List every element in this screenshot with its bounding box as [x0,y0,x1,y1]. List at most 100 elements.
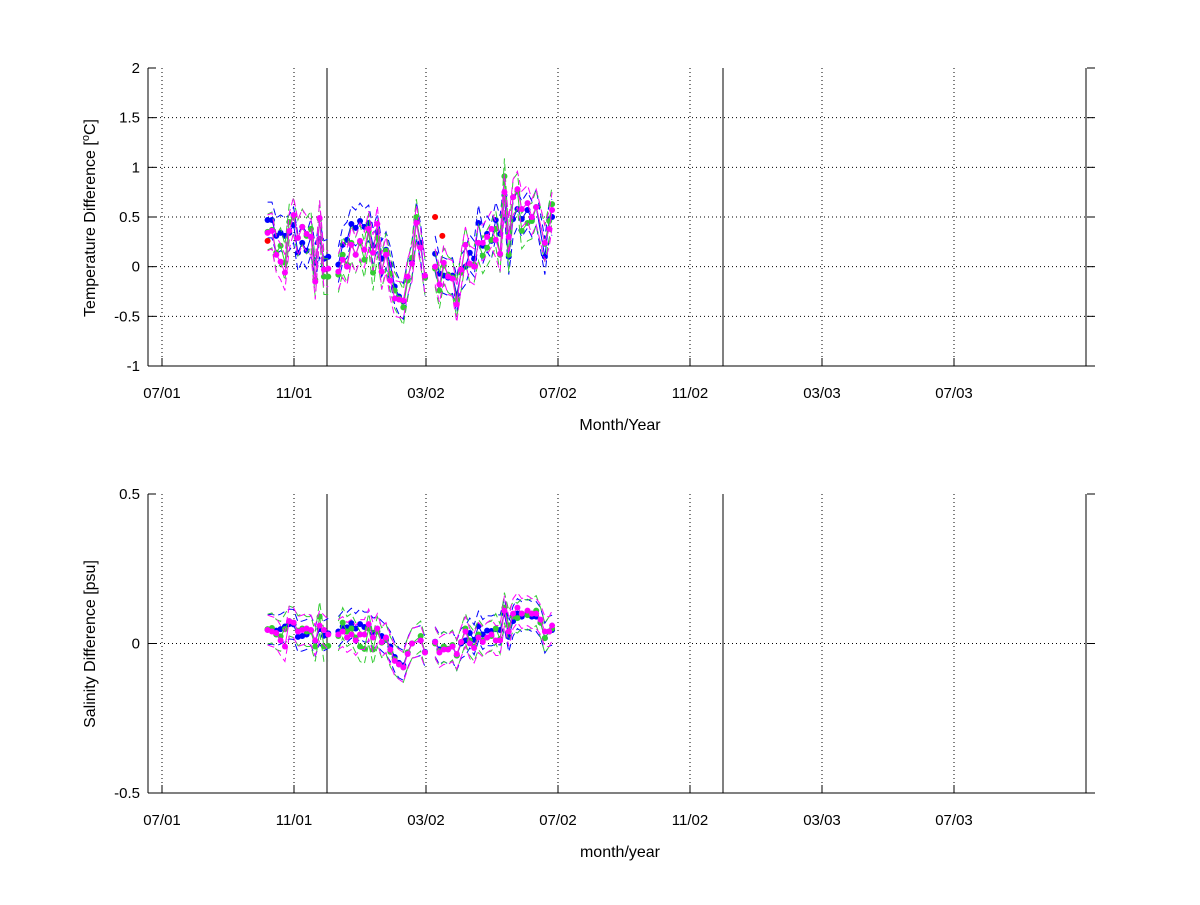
y-tick-label: 2 [132,60,140,77]
x-tick-label: 11/01 [276,812,312,829]
data-point [466,640,473,647]
series-envelope-upper [267,201,329,245]
y-tick-label: 0.5 [119,486,140,503]
series-envelope-lower [434,627,553,672]
series-envelope-upper [337,204,426,284]
data-point [387,646,394,653]
data-point [325,273,332,280]
temperature-panel: Temperature Difference [oC] Month/Year -… [80,60,1095,434]
temperature-ylabel-main: Temperature Difference [ [82,141,99,317]
data-point [497,250,504,257]
data-point [299,223,306,230]
data-point [479,239,486,246]
data-point [514,186,521,193]
data-point [348,620,355,627]
data-point [518,206,525,213]
series-envelope-lower [434,212,553,313]
data-point [524,200,531,207]
y-tick-label: -1 [127,358,140,375]
data-point [484,634,491,641]
data-point [370,249,377,256]
grid [148,68,1095,366]
grid [148,494,1095,793]
data-point [449,643,456,650]
data-point [514,610,521,617]
y-tick-label: 1.5 [119,110,140,127]
data-point [453,650,460,657]
data-point [268,227,275,234]
data-point [387,277,394,284]
x-tick-label: 03/03 [803,812,841,829]
data-point [383,251,390,258]
data-point [432,639,439,646]
salinity-panel: Salinity Difference [psu] month/year -0.… [82,486,1095,861]
data-point [365,225,372,232]
data-point [339,628,346,635]
series-envelope-lower [338,637,426,684]
temperature-ylabel-end: C] [82,119,99,135]
data-point [409,254,416,261]
data-point [492,637,499,644]
data-point [400,297,407,304]
data-point [312,278,319,285]
data-point [458,639,465,646]
x-tick-label: 07/01 [143,385,181,402]
data-point [488,236,495,243]
data-point [273,251,280,258]
data-point [290,619,297,626]
data-point [453,301,460,308]
data-point [339,256,346,263]
data-point [466,260,473,267]
data-point [492,236,499,243]
data-point [290,212,297,219]
data-point [440,259,447,266]
series-envelope-upper [434,591,553,641]
data-point [436,287,443,294]
data-point [505,628,512,635]
data-point [541,239,548,246]
data-point [316,622,323,629]
data-point [422,649,429,656]
data-point [383,634,390,641]
data-point [281,643,288,650]
series-envelope-upper [267,605,329,633]
data-point [277,626,284,633]
data-point [432,214,439,220]
data-point [546,628,553,635]
data-point [365,621,372,628]
series-envelope-upper [337,606,426,654]
data-point [518,610,525,617]
series-envelope-upper [338,607,426,654]
data-point [348,625,355,632]
data-point [462,628,469,635]
data-point [404,650,411,657]
data-point [488,631,495,638]
series-group [264,591,556,684]
series-envelope-lower [267,635,329,663]
data-point [374,625,381,632]
data-point [352,224,359,231]
data-point [541,628,548,635]
data-point [352,625,359,632]
data-point [361,246,368,253]
data-point [413,214,420,220]
series-group [264,158,556,327]
data-point [484,627,491,634]
data-point [273,630,280,637]
data-point [505,233,512,240]
data-point [335,268,342,275]
salinity-xlabel: month/year [580,844,661,861]
data-point [344,634,351,641]
data-point [374,220,381,227]
data-point [436,649,443,656]
data-point [320,627,327,634]
series-envelope-lower [267,232,329,300]
data-point [541,635,548,642]
series-envelope-upper [434,177,553,277]
series-envelope-lower [337,636,426,684]
data-point [497,637,504,644]
data-point [518,227,525,234]
data-point [370,269,377,276]
series-envelope-upper [434,169,553,287]
series-envelope-lower [434,621,553,671]
